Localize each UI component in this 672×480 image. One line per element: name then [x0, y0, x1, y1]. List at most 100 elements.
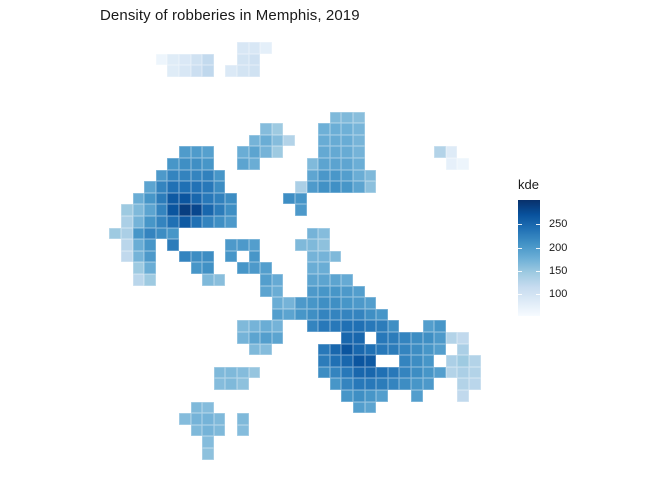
density-tile [283, 192, 295, 205]
density-tile [376, 320, 388, 332]
density-tile [248, 146, 261, 158]
density-tile [190, 192, 203, 205]
density-tile [353, 366, 365, 379]
density-tile [434, 343, 446, 356]
density-tile [399, 378, 411, 390]
density-tile [411, 332, 423, 344]
density-tile [225, 192, 237, 205]
density-tile [353, 343, 365, 356]
density-tile [318, 343, 330, 356]
density-tile [237, 320, 249, 332]
density-tile [248, 158, 261, 170]
density-tile [329, 308, 342, 321]
density-tile [353, 332, 365, 344]
density-tile [213, 366, 226, 379]
density-tile [376, 378, 388, 390]
legend-tick [518, 294, 522, 296]
density-tile [225, 216, 237, 228]
density-tile [353, 378, 365, 390]
density-tile [167, 169, 179, 182]
density-tile [434, 366, 446, 379]
density-tile [202, 158, 214, 170]
density-tile [364, 297, 377, 309]
density-tile [341, 355, 353, 367]
density-tile [167, 216, 179, 228]
density-tile [364, 181, 377, 193]
density-tile [318, 355, 330, 367]
density-tile [329, 378, 342, 390]
density-tile [318, 262, 330, 274]
density-tile [353, 169, 365, 182]
density-tile [167, 53, 179, 66]
density-tile [329, 366, 342, 379]
density-tile [341, 123, 353, 135]
density-tile [306, 274, 319, 286]
density-tile [190, 169, 203, 182]
density-tile [411, 366, 423, 379]
density-tile [167, 227, 179, 240]
density-tile [283, 297, 295, 309]
density-tile [144, 274, 156, 286]
density-tile [155, 204, 168, 216]
density-tile [376, 366, 388, 379]
density-tile [271, 320, 284, 332]
density-tile [179, 158, 191, 170]
density-tile [167, 65, 179, 77]
density-tile [318, 308, 330, 321]
density-tile [329, 297, 342, 309]
density-tile [213, 192, 226, 205]
density-tile [179, 216, 191, 228]
density-tile [121, 239, 133, 251]
density-tile [167, 158, 179, 170]
density-tile [260, 42, 272, 54]
density-tile [155, 181, 168, 193]
density-tile [329, 320, 342, 332]
density-tile [271, 297, 284, 309]
density-tile [353, 297, 365, 309]
density-tile [225, 250, 237, 263]
density-tile [202, 192, 214, 205]
density-tile [295, 297, 307, 309]
density-tile [237, 239, 249, 251]
density-tile [260, 285, 272, 298]
density-tile [318, 227, 330, 240]
density-tile [271, 308, 284, 321]
density-tile [190, 65, 203, 77]
density-tile [457, 378, 469, 390]
density-tile [341, 274, 353, 286]
map-panel [109, 42, 481, 460]
density-tile [260, 332, 272, 344]
density-tile [422, 355, 435, 367]
density-tile [411, 343, 423, 356]
density-tile [213, 169, 226, 182]
density-tile [260, 123, 272, 135]
density-tile [144, 181, 156, 193]
density-tile [387, 332, 400, 344]
density-tile [306, 250, 319, 263]
density-tile [341, 146, 353, 158]
density-tile [341, 169, 353, 182]
density-tile [144, 250, 156, 263]
density-tile [132, 262, 145, 274]
density-tile [329, 250, 342, 263]
density-tile [202, 181, 214, 193]
density-tile [237, 65, 249, 77]
density-tile [353, 181, 365, 193]
density-tile [202, 250, 214, 263]
legend-tick [536, 271, 540, 273]
density-tile [144, 204, 156, 216]
density-tile [132, 204, 145, 216]
density-tile [109, 227, 121, 240]
density-tile [364, 366, 377, 379]
density-tile [225, 204, 237, 216]
density-tile [353, 401, 365, 414]
density-tile [283, 308, 295, 321]
density-tile [445, 355, 458, 367]
density-tile [271, 134, 284, 147]
density-tile [260, 134, 272, 147]
density-tile [306, 158, 319, 170]
density-tile [248, 332, 261, 344]
plot-title: Density of robberies in Memphis, 2019 [100, 7, 360, 24]
density-tile [306, 227, 319, 240]
density-tile [248, 262, 261, 274]
